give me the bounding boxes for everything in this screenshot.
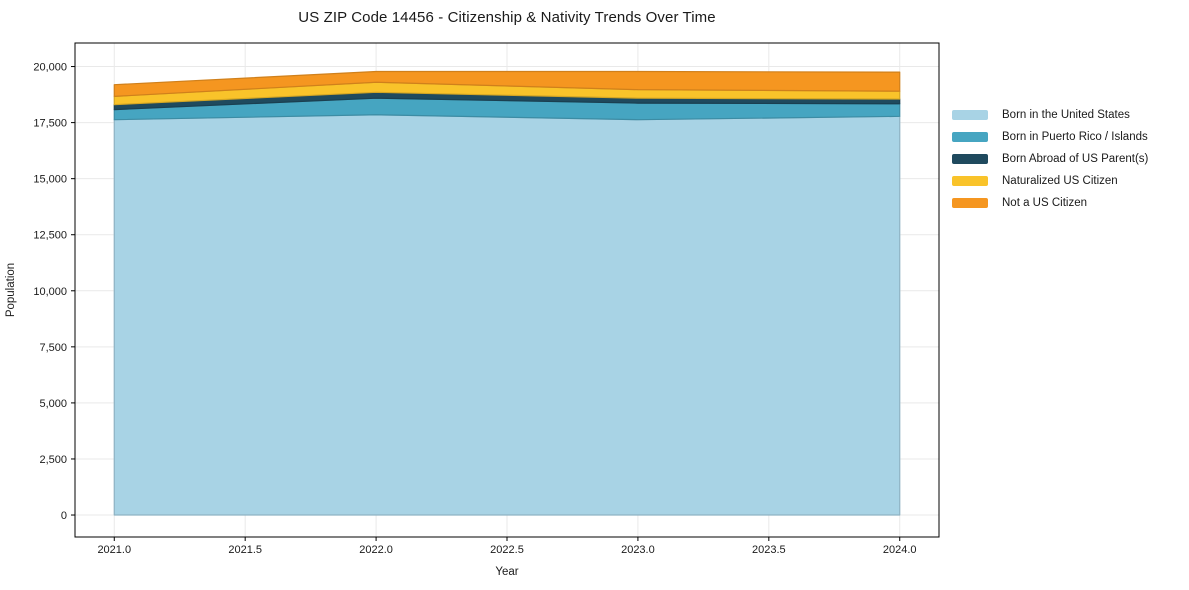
x-tick-label: 2021.0 bbox=[97, 544, 131, 556]
x-tick-label: 2022.5 bbox=[490, 544, 524, 556]
legend-label: Not a US Citizen bbox=[1002, 197, 1088, 209]
legend-label: Born in the United States bbox=[1002, 109, 1130, 121]
legend-swatch bbox=[952, 110, 988, 120]
legend-label: Born in Puerto Rico / Islands bbox=[1002, 131, 1148, 143]
chart-title: US ZIP Code 14456 - Citizenship & Nativi… bbox=[298, 9, 716, 26]
legend-swatch bbox=[952, 154, 988, 164]
legend-swatch bbox=[952, 132, 988, 142]
y-tick-label: 0 bbox=[61, 510, 67, 522]
y-tick-label: 20,000 bbox=[33, 62, 67, 74]
y-tick-label: 15,000 bbox=[33, 174, 67, 186]
y-tick-label: 2,500 bbox=[39, 454, 67, 466]
area-series bbox=[113, 70, 901, 516]
area-not-a-us-citizen bbox=[113, 70, 901, 97]
y-tick-label: 12,500 bbox=[33, 230, 67, 242]
x-tick-label: 2023.5 bbox=[752, 544, 786, 556]
x-axis-label: Year bbox=[495, 566, 518, 578]
legend-swatch bbox=[952, 176, 988, 186]
y-tick-label: 7,500 bbox=[39, 342, 67, 354]
legend-label: Naturalized US Citizen bbox=[1002, 175, 1118, 187]
y-tick-label: 17,500 bbox=[33, 118, 67, 130]
x-tick-label: 2021.5 bbox=[228, 544, 262, 556]
y-tick-label: 5,000 bbox=[39, 398, 67, 410]
legend-item: Born in Puerto Rico / Islands bbox=[952, 126, 1148, 148]
x-tick-label: 2023.0 bbox=[621, 544, 655, 556]
x-tick-label: 2024.0 bbox=[883, 544, 917, 556]
legend-swatch bbox=[952, 198, 988, 208]
legend-item: Naturalized US Citizen bbox=[952, 170, 1148, 192]
legend-item: Born Abroad of US Parent(s) bbox=[952, 148, 1148, 170]
tick-labels: 2021.0 2021.5 2022.0 2022.5 2023.0 2023.5 2024… bbox=[33, 62, 916, 556]
legend-item: Not a US Citizen bbox=[952, 192, 1148, 214]
y-tick-label: 10,000 bbox=[33, 286, 67, 298]
legend-label: Born Abroad of US Parent(s) bbox=[1002, 153, 1149, 165]
y-axis-label: Population bbox=[5, 263, 17, 317]
area-born-in-the-united-states bbox=[113, 114, 901, 516]
x-tick-label: 2022.0 bbox=[359, 544, 393, 556]
axis-ticks bbox=[71, 66, 901, 541]
legend-item: Born in the United States bbox=[952, 104, 1148, 126]
legend: Born in the United States Born in Puerto … bbox=[952, 104, 1148, 214]
